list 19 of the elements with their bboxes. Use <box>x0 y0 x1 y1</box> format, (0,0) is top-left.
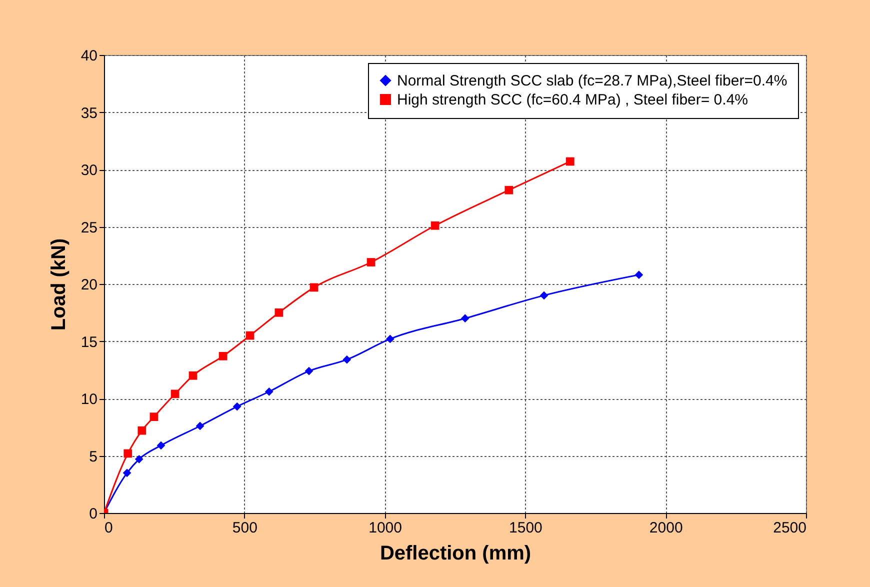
legend-label: Normal Strength SCC slab (fc=28.7 MPa),Steel fiber=0.4% <box>397 72 788 90</box>
y-tick-label: 10 <box>80 391 98 408</box>
x-tick-label: 0 <box>104 520 113 536</box>
x-tick-label: 1500 <box>509 520 542 536</box>
x-tick-label: 500 <box>232 520 258 536</box>
x-axis-title: Deflection (mm) <box>380 542 532 564</box>
y-tick-label: 30 <box>80 162 98 179</box>
legend-label: High strength SCC (fc=60.4 MPa) , Steel fiber= 0.4% <box>397 92 748 108</box>
y-tick-label: 40 <box>80 48 98 64</box>
y-tick-label: 5 <box>89 448 98 466</box>
x-tick-label: 2500 <box>773 520 806 536</box>
y-tick-label: 15 <box>80 334 98 351</box>
y-tick-label: 20 <box>80 276 98 294</box>
y-tick-label: 35 <box>80 104 98 122</box>
x-tick-label: 1000 <box>368 520 402 536</box>
x-tick-label: 2000 <box>649 520 683 536</box>
y-tick-label: 0 <box>89 506 98 522</box>
y-tick-label: 25 <box>80 219 98 236</box>
y-axis-title: Load (kN) <box>48 238 70 331</box>
